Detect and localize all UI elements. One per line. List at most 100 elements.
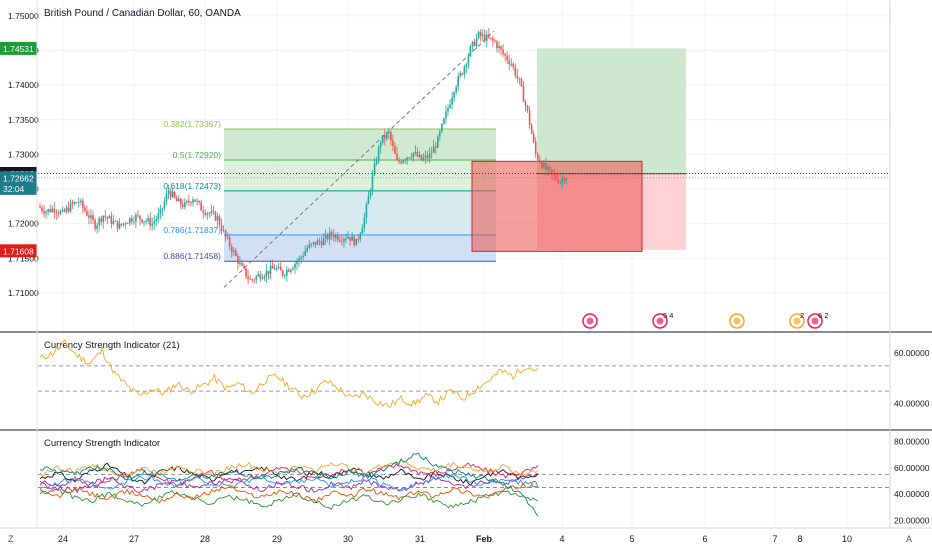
event-marker[interactable] <box>582 313 598 329</box>
time-tick-label: 28 <box>200 534 210 544</box>
indicator-1-title: Currency Strength Indicator (21) <box>44 340 180 351</box>
candle-body <box>190 202 192 203</box>
candle-body <box>341 240 343 242</box>
candle-body <box>120 223 123 225</box>
event-marker-icon <box>811 317 819 325</box>
fib-trendline[interactable] <box>223 30 495 288</box>
candle-body <box>343 238 345 242</box>
candle-body <box>118 223 121 229</box>
candle-body <box>355 238 357 246</box>
candle-body <box>481 34 484 36</box>
candle-body <box>377 147 380 162</box>
candle-body <box>408 157 411 159</box>
candle-body <box>369 190 372 196</box>
candle-body <box>500 46 502 50</box>
time-axis[interactable]: 24 27 28 29 30 31 Feb 4 5 6 7 8 10 <box>58 534 852 544</box>
candle-body <box>437 136 439 148</box>
candle-body <box>77 202 80 204</box>
candle-body <box>149 218 151 226</box>
indicator-2-line <box>39 462 539 486</box>
candle-body <box>259 274 262 279</box>
candle-body <box>133 221 135 223</box>
candle-body <box>135 214 137 222</box>
candle-body <box>510 63 513 65</box>
candle-body <box>153 221 156 224</box>
target-zone[interactable] <box>537 48 686 174</box>
time-tick-label: 4 <box>559 534 564 544</box>
candle-body <box>88 215 90 219</box>
candle-body <box>43 210 45 214</box>
candle-body <box>114 220 117 222</box>
candle-body <box>263 276 266 278</box>
candle-body <box>67 207 70 212</box>
candle-body <box>428 153 431 159</box>
time-tick-label: 10 <box>842 534 852 544</box>
fib-zone <box>224 129 496 160</box>
indicator-2-line <box>39 452 539 517</box>
candle-body <box>216 216 219 221</box>
main-chart-title: British Pound / Canadian Dollar, 60, OAN… <box>44 8 241 19</box>
auto-scale-icon[interactable]: A <box>906 534 912 544</box>
event-marker[interactable]: 2 <box>789 311 805 329</box>
candle-body <box>328 232 331 240</box>
candle-body <box>241 262 243 266</box>
candle-body <box>39 206 41 208</box>
candle-body <box>210 211 213 214</box>
candle-body <box>208 213 211 215</box>
candle-body <box>332 234 335 238</box>
time-tick-label: 27 <box>129 534 139 544</box>
candle-body <box>139 215 141 220</box>
candle-body <box>361 227 364 234</box>
candle-body <box>353 236 355 246</box>
event-marker[interactable] <box>729 313 745 329</box>
candle-body <box>316 240 319 245</box>
event-marker-icon <box>793 317 801 325</box>
fib-level-label: 0.886(1.71458) <box>163 251 221 261</box>
candle-body <box>184 202 186 207</box>
candle-body <box>451 97 453 105</box>
candle-body <box>155 219 158 222</box>
candle-body <box>302 255 304 258</box>
candle-body <box>534 141 537 155</box>
candle-body <box>80 200 82 203</box>
candle-body <box>337 235 339 241</box>
event-marker-count: 2 <box>800 311 804 320</box>
event-marker[interactable]: 5 4 <box>652 311 673 329</box>
candle-body <box>300 257 302 259</box>
candle-body <box>104 215 107 218</box>
candle-body <box>249 278 251 280</box>
long-position-tool[interactable] <box>471 48 686 252</box>
fibonacci-retracement[interactable]: 0.382(1.73367) 0.5(1.72920) 0.618(1.72473)… <box>163 30 496 288</box>
candle-body <box>112 220 115 224</box>
price-tick-label: 1.73500 <box>8 115 39 125</box>
candle-body <box>445 111 447 119</box>
candle-body <box>245 268 247 277</box>
position-box[interactable] <box>471 160 643 252</box>
candle-body <box>492 38 494 41</box>
candle-body <box>490 37 492 39</box>
candle-body <box>237 255 239 264</box>
candle-body <box>247 276 249 279</box>
indicator-2-title: Currency Strength Indicator <box>44 438 160 449</box>
price-tick-label: 1.71500 <box>8 253 39 263</box>
event-marker[interactable]: 6 2 <box>807 311 828 329</box>
candle-body <box>165 194 168 202</box>
zoom-icon[interactable]: Z <box>8 534 14 544</box>
candle-body <box>465 64 468 67</box>
candle-body <box>233 250 235 253</box>
candle-body <box>398 160 400 162</box>
candle-body <box>251 279 253 281</box>
candle-body <box>402 160 404 163</box>
candle-body <box>532 133 535 142</box>
candle-body <box>508 60 510 65</box>
candle-body <box>390 131 392 141</box>
candle-body <box>524 101 527 106</box>
candle-body <box>279 267 282 271</box>
candle-body <box>455 86 457 93</box>
candle-body <box>459 73 462 77</box>
event-markers[interactable]: 5 4 2 6 2 <box>582 311 828 329</box>
candle-body <box>539 159 541 163</box>
candle-body <box>504 53 506 56</box>
candle-body <box>367 195 370 205</box>
candle-body <box>194 199 196 202</box>
